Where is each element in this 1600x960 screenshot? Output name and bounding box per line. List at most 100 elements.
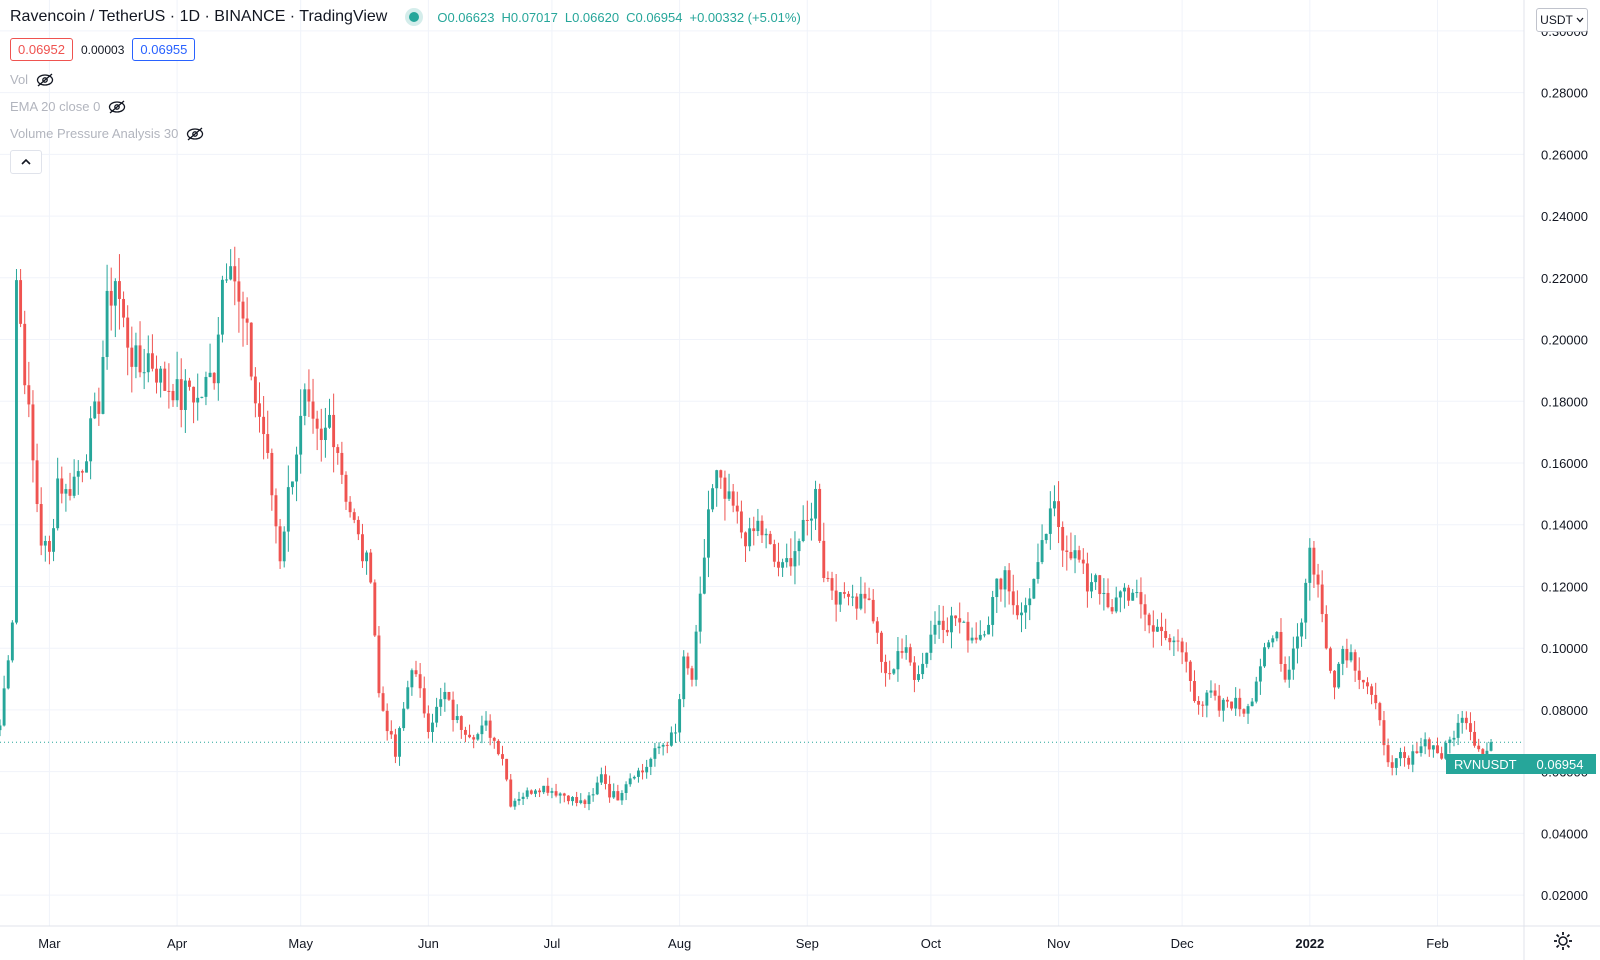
candle-body [426,713,430,732]
candle-body [1246,706,1250,714]
candle-body [908,647,912,663]
candle-body [1205,692,1209,706]
candle-body [690,668,694,680]
candle-body [624,784,628,793]
candle-body [657,746,661,749]
candle-body [1394,758,1398,768]
eye-off-icon[interactable] [108,100,126,114]
candle-body [612,791,616,798]
candle-body [529,790,533,794]
sell-button[interactable]: 0.06952 [10,38,73,61]
candle-body [468,734,471,738]
candle-body [1328,648,1332,671]
candle-body [1444,742,1448,759]
candle-body [443,691,447,700]
time-axis[interactable]: Mar Apr May Jun Jul Aug Sep Oct Nov Dec 2022 Feb [38,936,1448,951]
candle-body [459,716,463,730]
candle-body [554,791,558,796]
time-tick-label: Apr [167,936,188,951]
candle-body [814,488,817,519]
indicator-vol[interactable]: Vol [10,72,54,87]
candle-body [744,532,747,547]
candle-body [1263,647,1266,667]
candle-body [542,785,546,793]
candle-body [513,800,517,807]
candle-body [1345,648,1349,661]
candle-body [970,637,974,641]
indicator-vpa[interactable]: Volume Pressure Analysis 30 [10,126,204,141]
indicator-label: Volume Pressure Analysis 30 [10,126,179,141]
candle-body [1398,752,1402,759]
candle-body [15,280,18,623]
candle-body [1081,559,1085,564]
candle-body [867,598,871,600]
indicator-ema[interactable]: EMA 20 close 0 [10,99,126,114]
candle-body [245,318,249,323]
candle-body [1324,614,1328,649]
gear-icon[interactable] [1552,930,1574,952]
candle-body [113,281,117,306]
candle-body [1407,757,1411,765]
candle-body [904,647,908,653]
price-tick-label: 0.26000 [1541,147,1588,162]
candle-body [97,401,101,414]
price-tick-label: 0.20000 [1541,333,1588,348]
candle-body [777,561,780,568]
candle-body [847,593,850,597]
price-tick-label: 0.16000 [1541,456,1588,471]
candle-body [1287,669,1291,680]
candle-body [422,688,426,714]
candle-body [68,489,72,496]
candle-body [550,791,554,793]
candle-body [19,280,23,324]
candle-body [789,558,793,567]
candle-body [377,635,381,694]
candle-body [233,266,237,282]
time-tick-label: Aug [668,936,691,951]
candle-body [579,800,583,803]
candle-body [1114,597,1118,612]
candle-body [183,380,187,410]
candle-body [472,737,476,740]
eye-off-icon[interactable] [36,73,54,87]
candle-body [10,622,14,661]
candle-body [319,428,323,441]
candle-body [361,534,364,562]
candle-body [950,615,953,633]
candle-body [480,725,484,735]
candle-body [768,533,772,545]
candle-body [365,552,369,562]
candle-body [307,389,311,402]
time-tick-label: Nov [1047,936,1071,951]
candle-body [1382,720,1386,746]
buy-button[interactable]: 0.06955 [132,38,196,61]
candle-body [1098,575,1102,595]
symbol-title[interactable]: Ravencoin / TetherUS · 1D · BINANCE · Tr… [10,8,388,25]
candle-body [1242,709,1246,714]
candle-body [356,519,360,535]
candle-body [2,688,6,726]
candle-body [35,460,39,505]
candle-body [616,791,620,801]
candle-body [665,744,669,746]
candle-body [484,720,488,726]
candle-body [1300,622,1304,637]
candle-body [772,544,776,562]
candle-body [723,477,727,499]
candle-body [1011,591,1015,606]
candle-body [896,651,900,670]
candle-body [698,593,702,632]
candle-body [608,783,612,798]
candle-body [966,621,970,641]
candle-body [299,415,303,455]
currency-selector[interactable]: USDT [1536,8,1588,32]
candle-body [258,403,261,417]
eye-off-icon[interactable] [186,127,204,141]
candle-body [455,716,459,721]
price-tick-label: 0.12000 [1541,579,1588,594]
price-axis[interactable]: 0.300000.280000.260000.240000.220000.200… [1541,24,1588,903]
candle-body [496,740,500,755]
collapse-indicators-button[interactable] [10,150,42,174]
candle-body [1024,605,1028,613]
